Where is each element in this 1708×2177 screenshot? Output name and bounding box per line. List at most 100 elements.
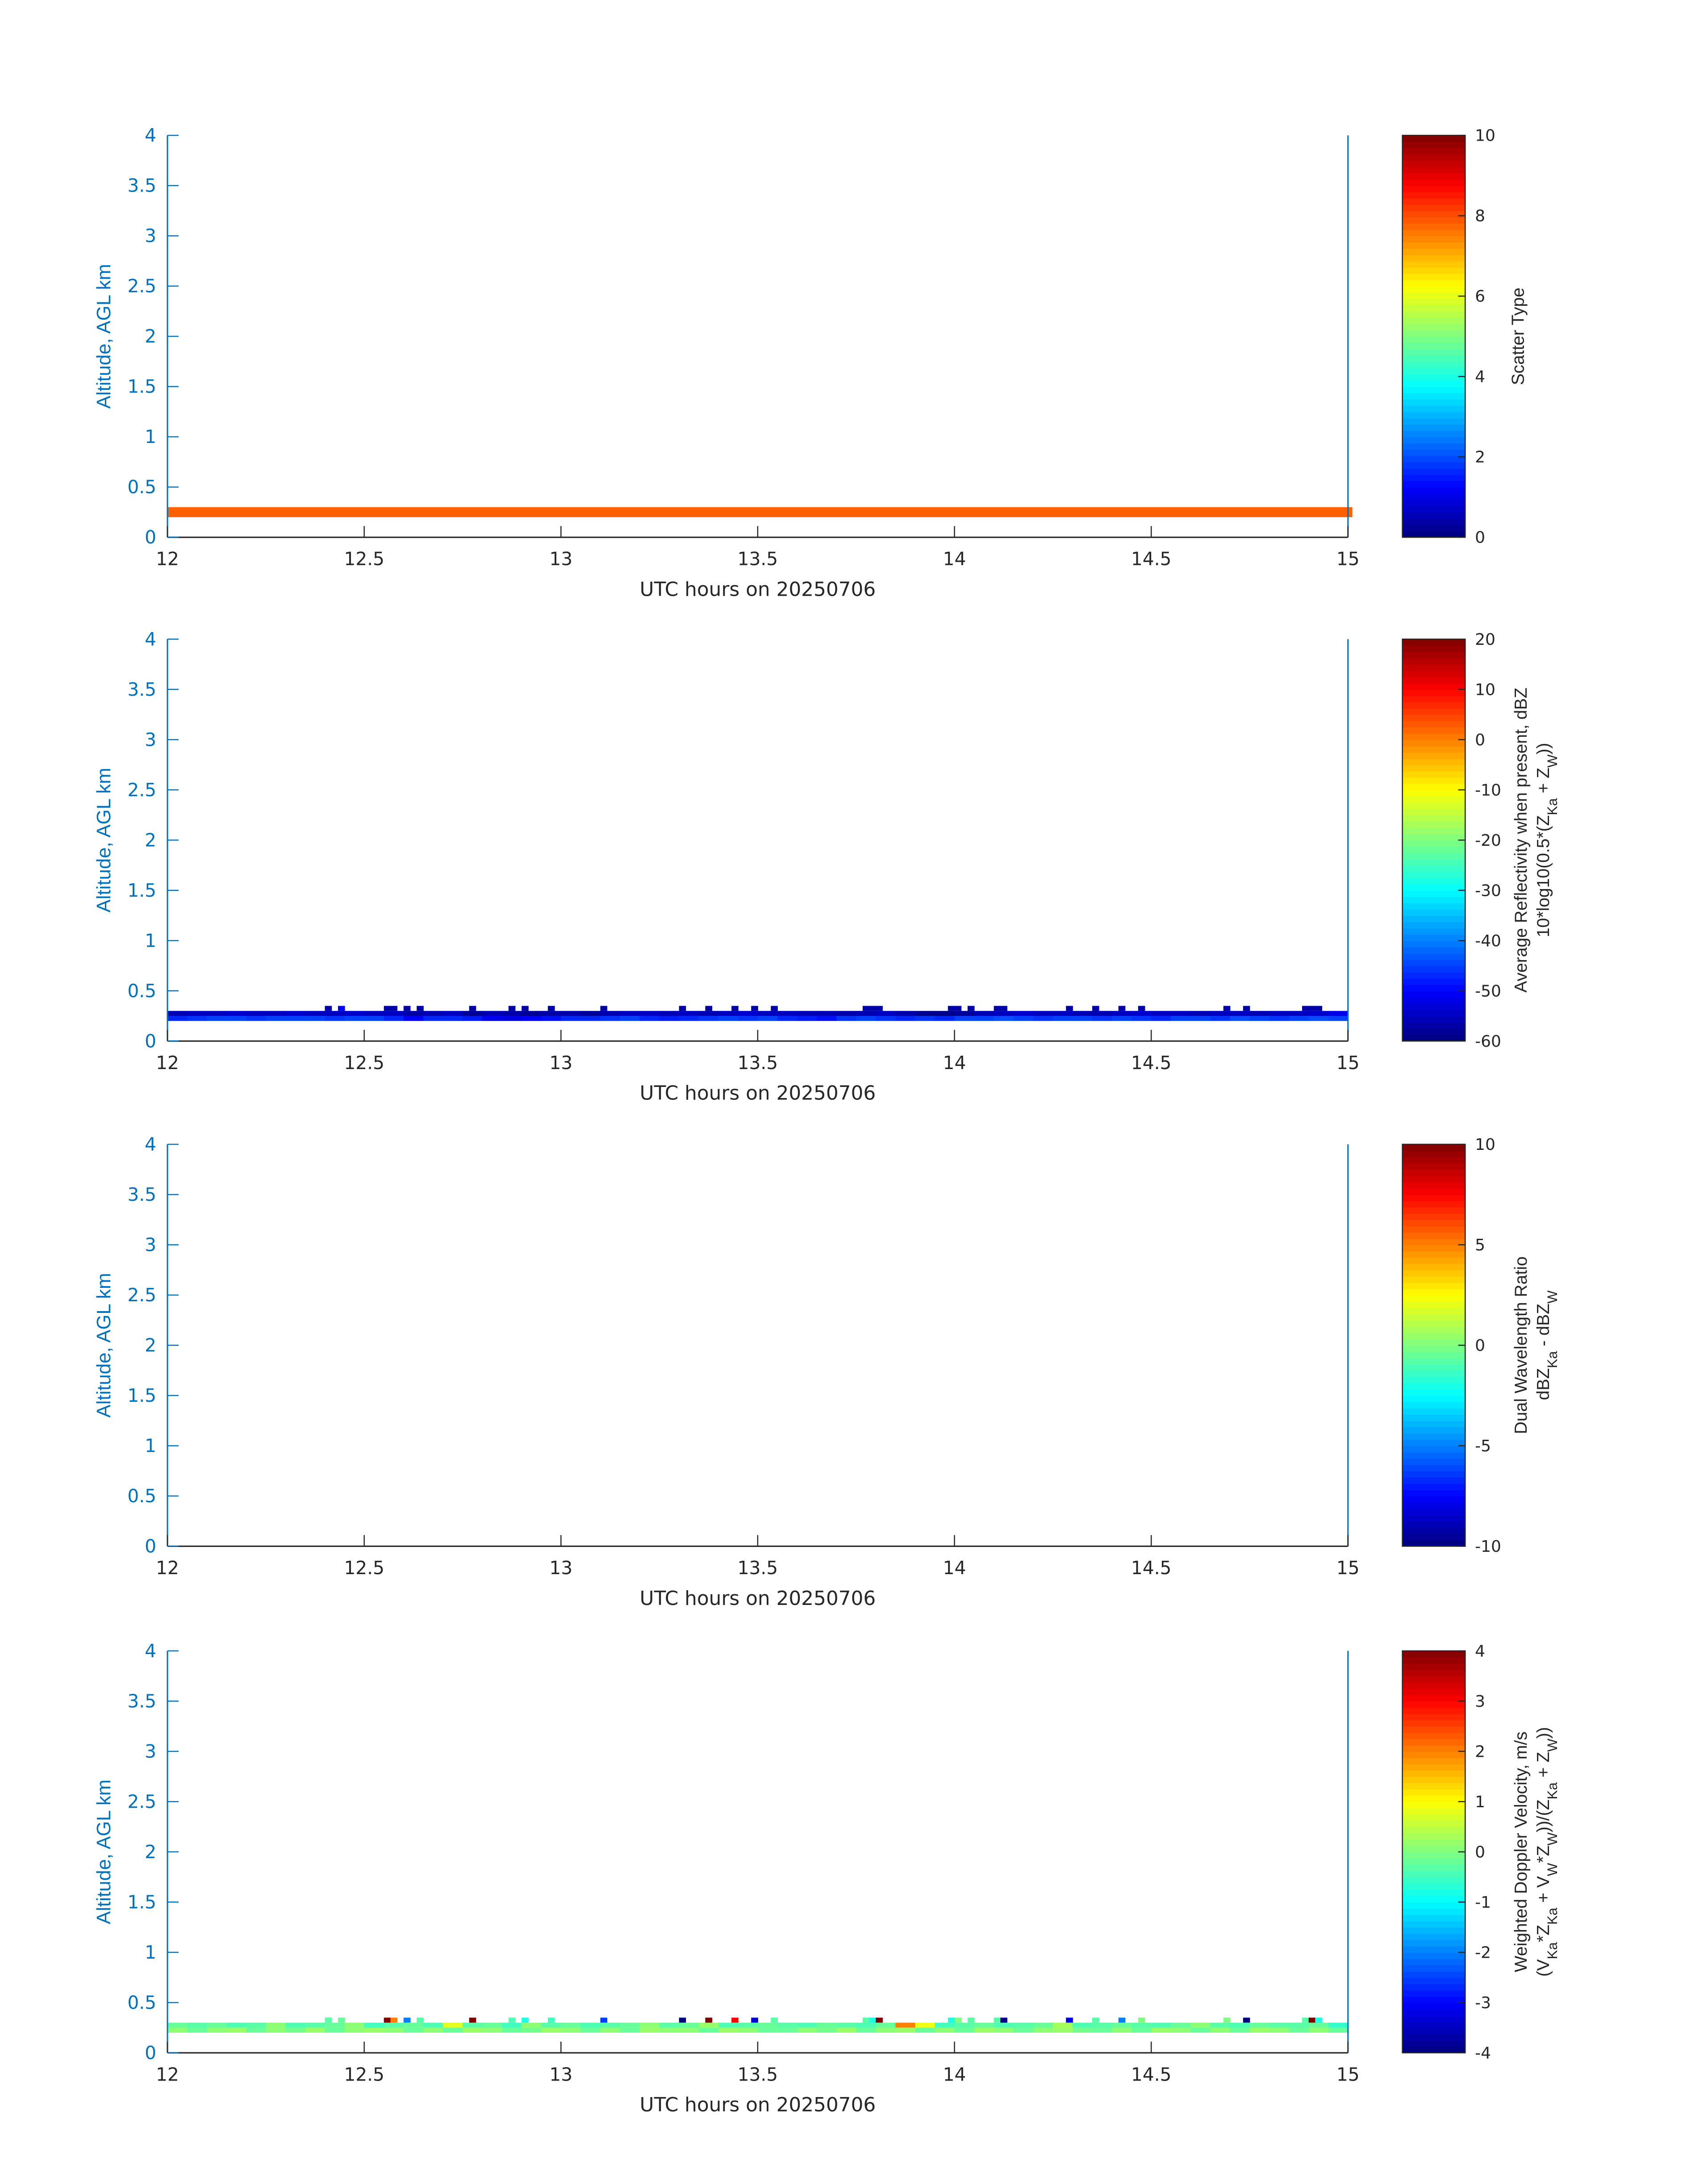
colorbar-swatch [1402,298,1466,305]
x-tick-label: 13 [549,1052,572,1074]
colorbar-swatch [1402,506,1466,513]
heatmap-cell [1308,2022,1329,2028]
heatmap-cell [639,1011,660,1016]
heatmap-spike-cell [469,2018,476,2023]
colorbar-swatch [1402,721,1466,728]
heatmap-cell [285,2027,306,2033]
colorbar-swatch [1402,1226,1466,1233]
heatmap-spike-cell [1118,2018,1126,2023]
heatmap-cell [1132,1016,1152,1021]
heatmap-cell [836,1011,857,1016]
colorbar-swatch [1402,443,1466,450]
heatmap-cell [285,1011,306,1016]
colorbar: -60 -50 -40 -30 -20 -10 0 10 20 Average Reflectiv… [1402,631,1560,1051]
heatmap-cell [167,1016,188,1021]
heatmap-cell [1033,2027,1053,2033]
colorbar-swatch [1402,1676,1466,1683]
heatmap-cell [1013,1016,1034,1021]
colorbar-swatch [1402,1314,1466,1321]
heatmap-cell [403,2022,424,2028]
colorbar-swatch [1402,984,1466,991]
colorbar-swatch [1402,965,1466,973]
colorbar-swatch [1402,1016,1466,1023]
heatmap-cell [561,2022,581,2028]
colorbar-swatch [1402,1839,1466,1846]
colorbar-swatch [1402,1345,1466,1352]
y-tick-label: 4 [145,1134,156,1155]
colorbar-swatch [1402,1663,1466,1671]
colorbar-swatch [1402,683,1466,690]
heatmap-cell [1132,2022,1152,2028]
colorbar-swatch [1402,185,1466,192]
heatmap-spike-cell [1118,1006,1126,1011]
heatmap-spike-cell [862,2018,870,2023]
heatmap-cell [1033,1011,1053,1016]
y-tick-label: 1.5 [127,880,156,901]
heatmap-cell [325,2027,345,2033]
heatmap-cell [698,2022,719,2028]
heatmap-spike-cell [948,2018,955,2023]
y-axis-label: Altitude, AGL km [93,768,115,912]
heatmap-cell [502,2027,522,2033]
colorbar-swatch [1402,1201,1466,1208]
heatmap-spike-cell [1308,1006,1316,1011]
colorbar-swatch [1402,1301,1466,1308]
colorbar-swatch [1402,1540,1466,1547]
heatmap-cell [1269,1016,1290,1021]
colorbar-label: (VKa*ZKa + VW*ZW))/(ZKa + ZW)) [1534,1727,1560,1976]
colorbar-swatch [1402,267,1466,274]
colorbar-swatch [1402,1157,1466,1164]
colorbar-label-segment: )) [1534,743,1553,754]
heatmap-cell [207,1016,227,1021]
colorbar-label-segment: Average Reflectivity when present, dBZ [1512,688,1531,993]
heatmap-spike-cell [954,2018,962,2023]
y-tick-label: 0.5 [127,476,156,498]
colorbar-swatch [1402,1276,1466,1283]
colorbar-swatch [1402,1282,1466,1289]
colorbar-swatch [1402,783,1466,790]
heatmap-cell [1092,1011,1112,1016]
colorbar-tick-label: 10 [1475,1136,1495,1154]
heatmap-cell [325,1016,345,1021]
panel-3: 0 0.5 1 1.5 2 2.5 3 3.5 4 12 12.5 13 13.5 14 14.5 15 UTC… [93,1134,1560,1610]
heatmap-cell [561,1011,581,1016]
heatmap-cell [1072,2022,1093,2028]
heatmap-cell [757,2022,778,2028]
colorbar-swatch [1402,922,1466,929]
colorbar-swatch [1402,2009,1466,2016]
heatmap-spike-cell [1092,1006,1099,1011]
y-tick-label: 2 [145,1841,156,1863]
heatmap-cell [167,2027,188,2033]
heatmap-cell [246,2022,267,2028]
colorbar-tick-label: -2 [1475,1943,1491,1962]
heatmap-spike-cell [679,1006,686,1011]
heatmap-spike-cell [967,2018,975,2023]
colorbar-swatch [1402,1927,1466,1934]
heatmap-cell [443,2027,463,2033]
colorbar-swatch [1402,1783,1466,1790]
heatmap-cell [482,1011,502,1016]
y-tick-label: 4 [145,1640,156,1662]
colorbar-swatch [1402,1515,1466,1522]
heatmap-cell [836,2027,857,2033]
heatmap-cell [1328,2022,1349,2028]
colorbar-swatch [1402,217,1466,224]
heatmap-cell [502,2022,522,2028]
heatmap-cell [1132,2027,1152,2033]
heatmap-spike-cell [508,1006,516,1011]
heatmap-cell [561,2027,581,2033]
colorbar-label-subscript: Ka [1544,1942,1560,1959]
colorbar-swatch [1402,677,1466,684]
heatmap-cell [1249,2022,1270,2028]
colorbar-swatch [1402,2034,1466,2041]
colorbar-swatch [1402,1427,1466,1434]
colorbar-swatch [1402,487,1466,494]
heatmap-cell [797,1011,818,1016]
colorbar-label-segment: - dBZ [1534,1304,1553,1351]
heatmap-cell [974,1016,994,1021]
x-axis-label: UTC hours on 20250706 [640,1587,876,1610]
heatmap-cell [1112,1016,1132,1021]
heatmap-cell [679,2022,699,2028]
colorbar-swatch [1402,148,1466,155]
heatmap-cell [895,2027,916,2033]
